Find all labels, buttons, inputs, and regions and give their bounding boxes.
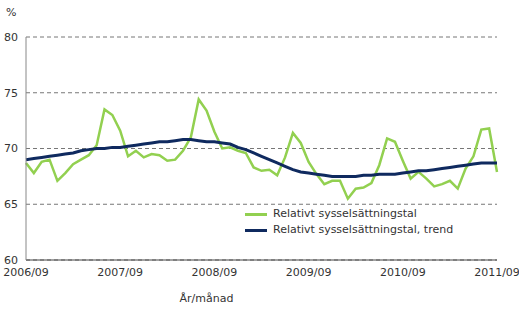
svg-text:75: 75 <box>8 87 18 100</box>
svg-text:År/månad: År/månad <box>180 292 234 305</box>
html-text:Relativt sysselsättningstal: Relativt sysselsättningstal <box>273 207 417 220</box>
svg-text:2008/09: 2008/09 <box>192 266 238 279</box>
svg-text:70: 70 <box>8 142 18 155</box>
html-text:Relativt sysselsättningstal, t: Relativt sysselsättningstal, trend <box>273 223 454 236</box>
svg-text:60: 60 <box>8 254 18 267</box>
svg-text:2010/09: 2010/09 <box>380 266 426 279</box>
svg-text:2009/09: 2009/09 <box>286 266 332 279</box>
svg-text:2011/09: 2011/09 <box>474 266 511 279</box>
svg-text:2006/09: 2006/09 <box>8 266 49 279</box>
svg-text:2007/09: 2007/09 <box>97 266 143 279</box>
svg-text:65: 65 <box>8 198 18 211</box>
svg-text:80: 80 <box>8 31 18 44</box>
